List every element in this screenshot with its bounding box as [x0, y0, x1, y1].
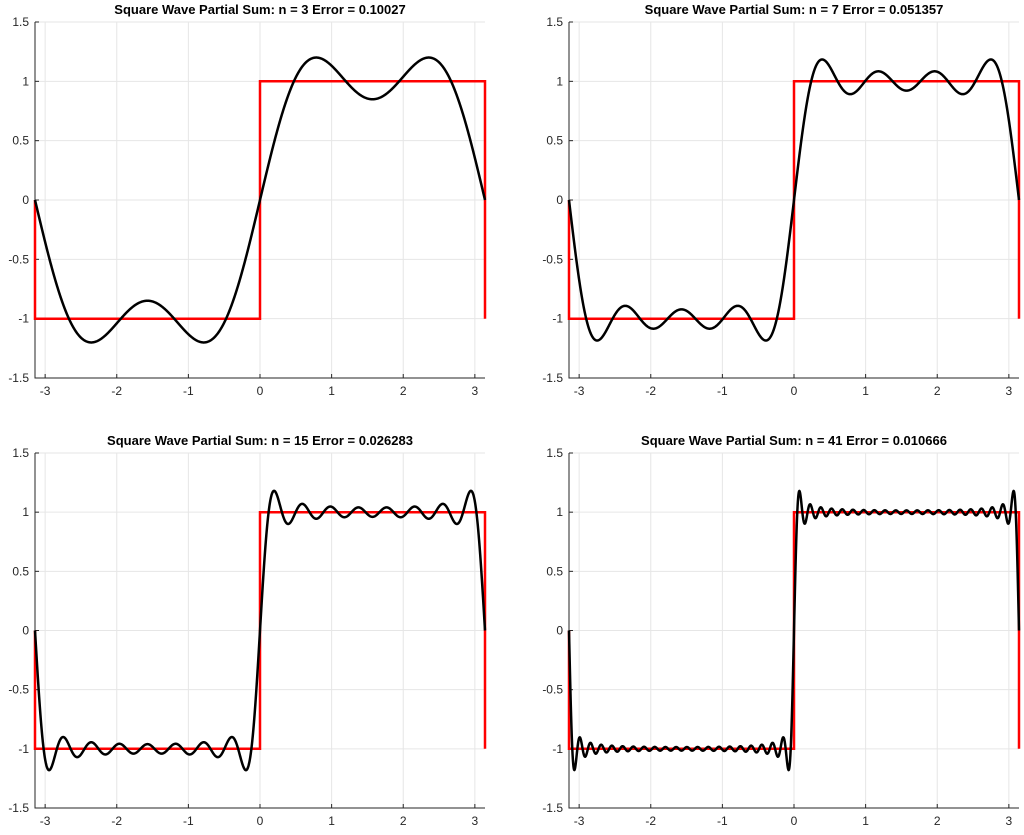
x-tick-label: 2 — [400, 384, 407, 398]
partial-sum-line — [33, 56, 487, 344]
x-tick-label: -1 — [717, 814, 728, 828]
y-tick-label: 0 — [556, 624, 563, 638]
x-tick-label: 1 — [862, 384, 869, 398]
y-tick-label: 1 — [22, 505, 29, 519]
x-tick-label: 1 — [328, 384, 335, 398]
y-tick-label: 0.5 — [546, 134, 563, 148]
y-tick-label: -1 — [18, 312, 29, 326]
x-tick-label: -1 — [183, 814, 194, 828]
y-tick-label: 0.5 — [12, 134, 29, 148]
x-tick-label: 2 — [934, 814, 941, 828]
x-tick-label: 3 — [472, 814, 479, 828]
y-tick-label: 0 — [556, 193, 563, 207]
y-tick-label: 1 — [556, 74, 563, 88]
y-tick-label: 0.5 — [12, 564, 29, 578]
x-tick-label: -1 — [183, 384, 194, 398]
y-tick-label: -0.5 — [8, 252, 29, 266]
subplot-2: -3 -2 -1 0 1 2 3 -1.5 -1 -0.5 0 0.5 1 1.5 Square Wave … — [542, 2, 1021, 398]
x-tick-label: -2 — [645, 384, 656, 398]
y-tick-label: -1 — [18, 742, 29, 756]
x-tick-label: 2 — [400, 814, 407, 828]
x-tick-label: -3 — [40, 814, 51, 828]
y-tick-label: 0 — [22, 624, 29, 638]
y-tick-label: -0.5 — [8, 683, 29, 697]
y-tick-label: -1.5 — [542, 801, 563, 815]
y-tick-label: 1.5 — [12, 15, 29, 29]
x-tick-label: 1 — [862, 814, 869, 828]
x-tick-label: 1 — [328, 814, 335, 828]
x-tick-label: -3 — [40, 384, 51, 398]
y-tick-label: -1 — [552, 742, 563, 756]
subplot-title: Square Wave Partial Sum: n = 7 Error = 0… — [645, 2, 944, 17]
partial-sum-line — [567, 489, 1021, 772]
subplot-title: Square Wave Partial Sum: n = 41 Error = … — [641, 433, 947, 448]
x-tick-label: -3 — [574, 384, 585, 398]
y-tick-label: 1.5 — [12, 446, 29, 460]
subplot-title: Square Wave Partial Sum: n = 3 Error = 0… — [114, 2, 405, 17]
subplot-1: -3 -2 -1 0 1 2 3 -1.5 -1 -0.5 0 0.5 1 1.5 Square Wave … — [8, 2, 487, 398]
y-tick-label: -1.5 — [542, 371, 563, 385]
y-tick-label: -0.5 — [542, 683, 563, 697]
y-tick-label: -1.5 — [8, 801, 29, 815]
x-tick-label: -1 — [717, 384, 728, 398]
x-tick-label: 2 — [934, 384, 941, 398]
y-tick-label: -1 — [552, 312, 563, 326]
subplot-4: -3 -2 -1 0 1 2 3 -1.5 -1 -0.5 0 0.5 1 1.5 Square Wave … — [542, 433, 1021, 828]
x-tick-label: 3 — [1006, 384, 1013, 398]
x-tick-label: 0 — [791, 814, 798, 828]
x-tick-label: 0 — [257, 814, 264, 828]
subplot-title: Square Wave Partial Sum: n = 15 Error = … — [107, 433, 413, 448]
y-tick-label: 1 — [22, 74, 29, 88]
subplot-3: -3 -2 -1 0 1 2 3 -1.5 -1 -0.5 0 0.5 1 1.5 Square Wave … — [8, 433, 487, 828]
partial-sum-line — [33, 489, 487, 772]
y-tick-label: 1 — [556, 505, 563, 519]
y-tick-label: 1.5 — [546, 15, 563, 29]
y-tick-label: 0.5 — [546, 564, 563, 578]
x-tick-label: 3 — [472, 384, 479, 398]
y-tick-label: 1.5 — [546, 446, 563, 460]
x-tick-label: 0 — [257, 384, 264, 398]
x-tick-label: 3 — [1006, 814, 1013, 828]
y-tick-label: -1.5 — [8, 371, 29, 385]
x-tick-label: -3 — [574, 814, 585, 828]
x-tick-label: -2 — [111, 814, 122, 828]
y-tick-label: 0 — [22, 193, 29, 207]
x-tick-label: 0 — [791, 384, 798, 398]
partial-sum-line — [567, 58, 1021, 342]
y-tick-label: -0.5 — [542, 252, 563, 266]
x-tick-label: -2 — [111, 384, 122, 398]
x-tick-label: -2 — [645, 814, 656, 828]
